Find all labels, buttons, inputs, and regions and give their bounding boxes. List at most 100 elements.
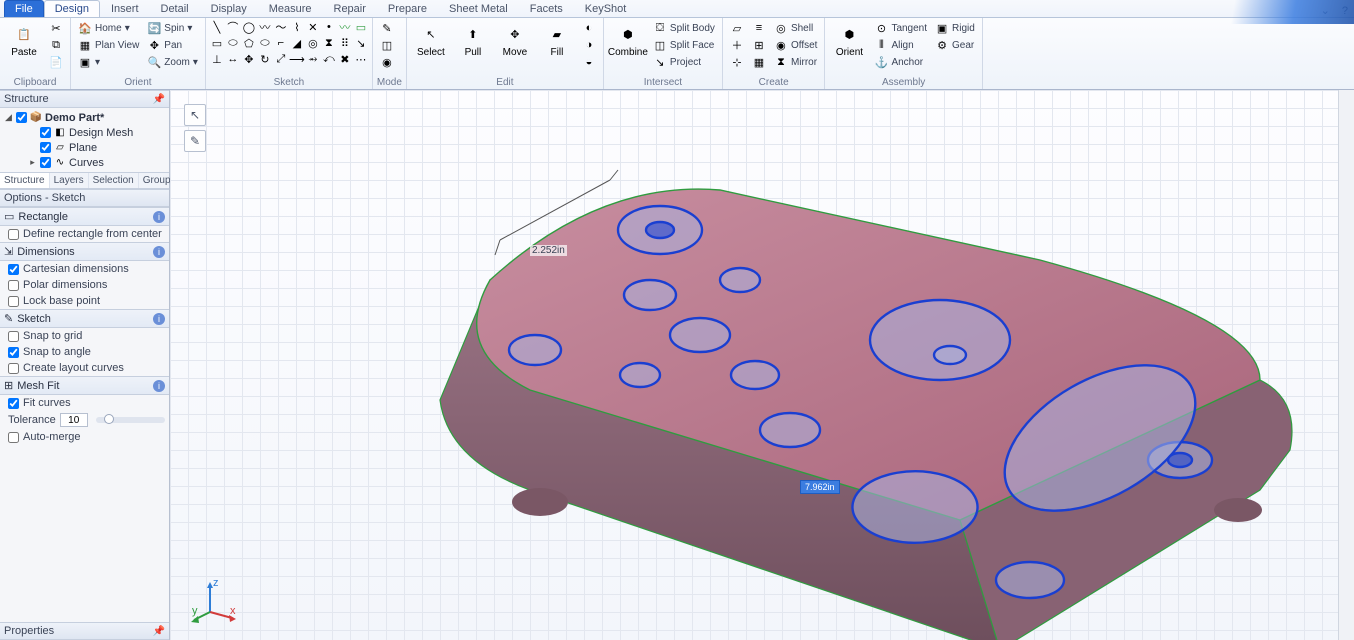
options-section-head[interactable]: ⇲Dimensionsi — [0, 242, 169, 261]
shell-button[interactable]: ◎Shell — [771, 20, 821, 36]
home-button[interactable]: 🏠Home ▾ — [75, 20, 142, 36]
option-checkbox[interactable] — [8, 264, 19, 275]
offset-tool[interactable]: ◎ — [306, 36, 320, 50]
cut-button[interactable]: ✂ — [46, 20, 66, 36]
spline-tool[interactable]: 〰 — [258, 20, 272, 34]
vp-tool-sectionmode[interactable]: ✎ — [184, 130, 206, 152]
planview-button[interactable]: ▦Plan View — [75, 37, 142, 53]
views-button[interactable]: ▣▾ — [75, 54, 142, 70]
properties-panel-head[interactable]: Properties 📌 — [0, 622, 169, 640]
tree-checkbox[interactable] — [40, 157, 51, 168]
options-row[interactable]: Tolerance — [0, 411, 169, 429]
project-tool[interactable]: ↘ — [354, 36, 368, 50]
spin-button[interactable]: 🔄Spin ▾ — [144, 20, 201, 36]
options-row[interactable]: Cartesian dimensions — [0, 261, 169, 277]
break-tool[interactable]: ⥇ — [306, 52, 320, 66]
select-button[interactable]: ↖Select — [411, 20, 451, 72]
pattern-button[interactable]: ⊞ — [749, 37, 769, 53]
pasteopts-button[interactable]: 📄 — [46, 54, 66, 70]
rigid-button[interactable]: ▣Rigid — [932, 20, 978, 36]
options-row[interactable]: Snap to angle — [0, 344, 169, 360]
polyline-tool[interactable]: ⌇ — [290, 20, 304, 34]
more-tool[interactable]: ⋯ — [354, 52, 368, 66]
options-section-head[interactable]: ✎Sketchi — [0, 309, 169, 328]
arc-tool[interactable]: ⌒ — [226, 20, 240, 34]
ptab-layers[interactable]: Layers — [50, 173, 89, 188]
options-row[interactable]: Create layout curves — [0, 360, 169, 376]
combine-button[interactable]: ⬢Combine — [608, 20, 648, 72]
tab-keyshot[interactable]: KeyShot — [574, 0, 638, 17]
options-row[interactable]: Lock base point — [0, 293, 169, 309]
slider-proxy[interactable] — [96, 417, 165, 423]
dimension-2-input[interactable]: 7.962in — [800, 480, 840, 494]
zoom-button[interactable]: 🔍Zoom ▾ — [144, 54, 201, 70]
tree-item[interactable]: ◧Design Mesh — [4, 125, 169, 140]
bend-tool[interactable]: ⤺ — [322, 52, 336, 66]
body-button[interactable]: ▦ — [749, 54, 769, 70]
rectangle-tool[interactable]: ▭ — [210, 36, 224, 50]
tab-insert[interactable]: Insert — [100, 0, 150, 17]
circle-tool[interactable]: ◯ — [242, 20, 256, 34]
options-row[interactable]: Define rectangle from center — [0, 226, 169, 242]
mirror3d-button[interactable]: ⧗Mirror — [771, 54, 821, 70]
properties-pin-icon[interactable]: 📌 — [153, 626, 165, 637]
tab-file[interactable]: File — [4, 0, 44, 17]
option-checkbox[interactable] — [8, 363, 19, 374]
option-checkbox[interactable] — [8, 229, 19, 240]
pattern-tool[interactable]: ⠿ — [338, 36, 352, 50]
option-checkbox[interactable] — [8, 398, 19, 409]
dim-tool[interactable]: ↔ — [226, 52, 240, 66]
viewport-scrollbar[interactable] — [1338, 90, 1354, 640]
edit-extra3[interactable]: ◒ — [579, 54, 599, 70]
options-section-head[interactable]: ▭Rectanglei — [0, 207, 169, 226]
info-icon[interactable]: i — [153, 380, 165, 392]
tab-design[interactable]: Design — [44, 0, 100, 17]
tab-display[interactable]: Display — [200, 0, 258, 17]
edit-extra2[interactable]: ◑ — [579, 37, 599, 53]
axis-button[interactable]: ＋ — [727, 37, 747, 53]
copy-button[interactable]: ⧉ — [46, 37, 66, 53]
expand-icon[interactable]: ◢ — [4, 112, 13, 123]
trim-tool[interactable]: ✕ — [306, 20, 320, 34]
text-tool[interactable]: 〰 — [338, 20, 352, 34]
ellipse-tool[interactable]: ⬭ — [226, 36, 240, 50]
anchor-button[interactable]: ⚓Anchor — [871, 54, 930, 70]
tree-root[interactable]: ◢ 📦 Demo Part* — [4, 110, 169, 125]
ptab-selection[interactable]: Selection — [89, 173, 139, 188]
tab-facets[interactable]: Facets — [519, 0, 574, 17]
expand-icon[interactable]: ▸ — [28, 157, 37, 168]
equation-button[interactable]: ≡ — [749, 20, 769, 36]
options-row[interactable]: Snap to grid — [0, 328, 169, 344]
option-checkbox[interactable] — [8, 296, 19, 307]
slot-tool[interactable]: ⬭ — [258, 36, 272, 50]
tab-prepare[interactable]: Prepare — [377, 0, 438, 17]
project-button[interactable]: ↘Project — [650, 54, 718, 70]
splitface-button[interactable]: ◫Split Face — [650, 37, 718, 53]
polygon-tool[interactable]: ⬠ — [242, 36, 256, 50]
pan-button[interactable]: ✥Pan — [144, 37, 201, 53]
tree-checkbox[interactable] — [40, 142, 51, 153]
assy-orient-button[interactable]: ⬢Orient — [829, 20, 869, 72]
move-button[interactable]: ✥Move — [495, 20, 535, 72]
mirror-tool[interactable]: ⧗ — [322, 36, 336, 50]
line-tool[interactable]: ╲ — [210, 20, 224, 34]
edit-extra1[interactable]: ◐ — [579, 20, 599, 36]
info-icon[interactable]: i — [153, 211, 165, 223]
options-row[interactable]: Auto-merge — [0, 429, 169, 445]
move-tool[interactable]: ✥ — [242, 52, 256, 66]
viewport[interactable]: ↖ ✎ — [170, 90, 1354, 640]
tab-measure[interactable]: Measure — [258, 0, 323, 17]
info-icon[interactable]: i — [153, 246, 165, 258]
option-checkbox[interactable] — [8, 347, 19, 358]
pin-icon[interactable]: 📌 — [153, 94, 165, 105]
mode-3d[interactable]: ◉ — [377, 54, 397, 70]
info-icon[interactable]: i — [153, 313, 165, 325]
align-button[interactable]: ⫴Align — [871, 37, 930, 53]
point-tool[interactable]: • — [322, 20, 336, 34]
tab-repair[interactable]: Repair — [323, 0, 377, 17]
mode-section[interactable]: ◫ — [377, 37, 397, 53]
option-checkbox[interactable] — [8, 331, 19, 342]
scale-tool[interactable]: ⤢ — [274, 52, 288, 66]
fill-button[interactable]: ▰Fill — [537, 20, 577, 72]
options-section-head[interactable]: ⊞Mesh Fiti — [0, 376, 169, 395]
